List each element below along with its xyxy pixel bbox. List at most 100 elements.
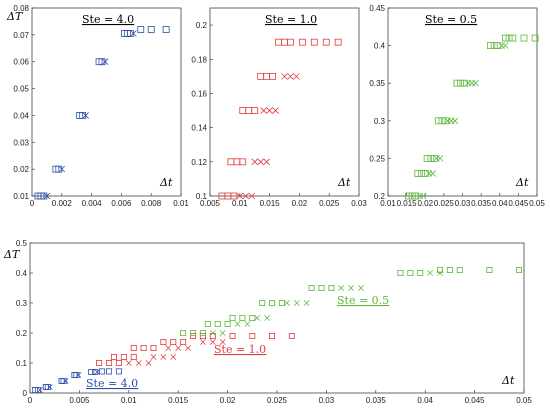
x-ticks: 0.01 0.015 0.02 0.025 0.03 0.035 0.04 0.045 0.05 [380,193,545,208]
square-point [438,117,446,125]
square-point [106,368,113,375]
square-point [34,386,41,393]
cross-point [175,345,182,351]
y-tick-label: 0.06 [13,58,29,67]
x-axis-label: Δt [515,176,529,189]
x-tick-label: 0.015 [397,199,418,208]
square-point [457,79,465,87]
x-tick-label: 0.02 [417,199,433,208]
data-marks [31,266,523,393]
cross-point [209,330,216,336]
cross-point [437,270,443,276]
x-tick-label: 0.05 [529,199,545,208]
data-marks [34,26,170,200]
square-point [233,158,241,166]
x-tick-label: 0.02 [220,396,236,405]
panel-annotation: Ste = 1.0 [265,13,317,26]
square-point [73,371,80,378]
cross-point [283,300,290,306]
y-tick-label: 0.25 [369,154,385,163]
cross-point [101,58,109,65]
cross-point [130,30,137,37]
x-tick-label: 0.015 [260,199,281,208]
square-point [322,38,330,46]
square-point [334,38,342,46]
square-point [245,107,253,114]
cross-point [248,192,256,200]
y-ticks: 0.1 0.12 0.14 0.16 0.18 0.2 [191,21,213,201]
square-point [487,42,494,49]
cross-point [281,73,288,80]
cross-point [260,107,267,114]
square-point [224,320,231,327]
panel-ste-1: 0.1 0.12 0.14 0.16 0.18 0.2 0.005 0.01 0.015 0.0… [191,7,367,208]
square-point [92,368,99,375]
y-tick-label: 0.01 [13,192,29,201]
square-point [110,353,117,360]
y-tick-label: 0.08 [13,4,29,13]
square-point [88,368,95,375]
x-tick-label: 0.002 [52,199,73,208]
square-point [423,154,431,162]
cross-point [219,339,226,345]
cross-point [293,73,300,80]
square-point [516,266,523,273]
x-tick-label: 0.004 [82,199,103,208]
square-point [486,266,493,273]
square-point [214,320,221,327]
x-tick-label: 0.04 [417,396,433,405]
x-tick-label: 0.005 [69,396,90,405]
square-point [490,42,498,49]
cross-point [254,315,261,321]
plot-frame [31,7,182,197]
y-tick-label: 0.45 [369,4,385,13]
square-point [501,34,509,42]
square-point [318,284,325,291]
cross-point [219,330,226,336]
x-axis-label: Δt [501,374,515,387]
square-point [130,344,137,351]
square-point [446,266,453,273]
square-point [230,192,238,200]
square-point [180,338,187,345]
cross-point [62,378,69,384]
cross-point [272,107,279,114]
x-tick-label: 0.01 [232,199,248,208]
cross-point [338,285,345,291]
y-tick-label: 0.14 [191,124,207,133]
square-point [227,158,235,166]
square-point [412,192,420,200]
square-point [453,79,461,87]
x-tick-label: 0.01 [121,396,137,405]
square-point [190,329,197,336]
square-point [407,269,414,276]
cross-point [135,360,142,366]
x-tick-label: 0.025 [267,396,288,405]
square-point [204,320,211,327]
square-point [99,368,106,375]
square-point [460,79,468,87]
square-point [60,377,67,384]
y-axis-label: ΔT [6,10,24,23]
annotation-ste-4: Ste = 4.0 [86,377,138,390]
square-point [269,299,276,306]
y-tick-label: 0.07 [13,31,29,40]
square-point [115,359,122,366]
square-point [287,38,294,46]
square-point [249,332,256,339]
square-point [229,332,236,339]
x-tick-label: 0.005 [200,199,221,208]
cross-point [160,354,167,360]
square-point [160,338,167,345]
cross-point [293,300,300,306]
square-point [257,72,265,80]
square-point [431,154,438,162]
square-point [150,344,157,351]
cross-point [358,285,364,291]
x-tick-label: 0.006 [111,199,132,208]
square-point [509,34,517,42]
cross-point [472,79,479,87]
square-point [180,329,187,336]
cross-point [125,360,132,366]
y-tick-label: 0.02 [13,165,29,174]
